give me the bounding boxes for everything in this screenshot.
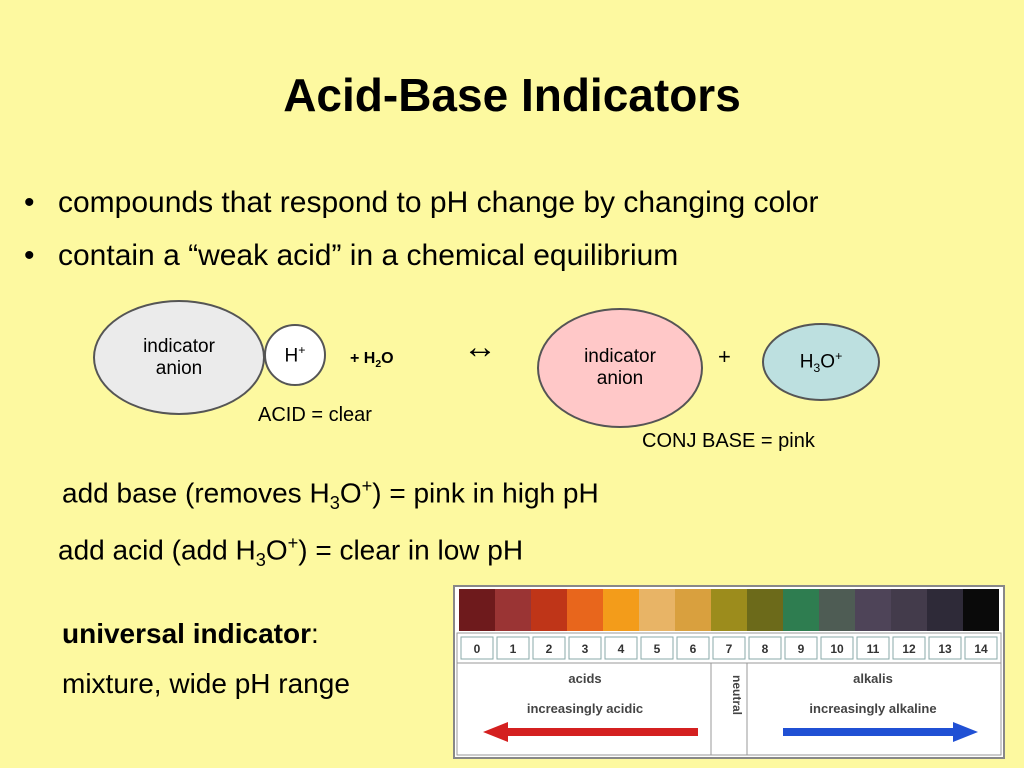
ph-number: 4 [618, 642, 625, 656]
number-box [784, 636, 818, 660]
number-box [568, 636, 602, 660]
swatch [783, 589, 819, 631]
text: O [339, 477, 362, 509]
swatch [495, 589, 531, 631]
base-label: CONJ BASE = pink [642, 430, 815, 452]
number-box [892, 636, 926, 660]
text: add base (removes H [62, 477, 330, 509]
number-box [712, 636, 746, 660]
sub: 3 [813, 361, 821, 376]
ph-number: 14 [974, 642, 988, 656]
number-box [496, 636, 530, 660]
ph-number: 9 [798, 642, 805, 656]
text: add acid (add H [58, 534, 256, 566]
sup: + [835, 348, 843, 363]
ph-number: 2 [546, 642, 553, 656]
number-box [604, 636, 638, 660]
neutral-label: neutral [730, 675, 744, 715]
text: O [265, 534, 288, 566]
ph-number: 6 [690, 642, 697, 656]
label: H+ [285, 343, 306, 367]
number-box [820, 636, 854, 660]
alkaline-label: increasingly alkaline [809, 701, 936, 716]
ph-number: 13 [938, 642, 952, 656]
ph-number: 0 [474, 642, 481, 656]
acid-label: ACID = clear [258, 404, 372, 426]
swatch [711, 589, 747, 631]
title: Acid-Base Indicators [283, 69, 741, 121]
acids-label: acids [568, 671, 601, 686]
description: mixture, wide pH range [62, 668, 350, 699]
arrow: ↔ [463, 328, 497, 366]
swatch [891, 589, 927, 631]
swatch [531, 589, 567, 631]
sub: 3 [329, 492, 340, 513]
base-anion: indicator anion [537, 308, 703, 428]
swatch [927, 589, 963, 631]
swatch [639, 589, 675, 631]
h-ion: H+ [264, 324, 326, 386]
note: add base (removes H3O+) = pink in high p… [62, 476, 599, 514]
ph-number: 8 [762, 642, 769, 656]
sup: + [361, 476, 373, 496]
water: + H2O [350, 350, 394, 370]
universal: universal indicator: [62, 618, 319, 650]
swatch [675, 589, 711, 631]
swatch [963, 589, 999, 631]
swatch [747, 589, 783, 631]
text: ) = clear in low pH [298, 534, 524, 566]
ph-number: 1 [510, 642, 517, 656]
text: H [799, 351, 814, 373]
swatch [459, 589, 495, 631]
number-box [676, 636, 710, 660]
ph-number: 11 [867, 642, 880, 656]
number-box [856, 636, 890, 660]
number-box [748, 636, 782, 660]
bullet-text: compounds that respond to pH change by c… [58, 186, 819, 219]
sub: 3 [255, 549, 266, 570]
swatch [567, 589, 603, 631]
term: universal indicator [62, 618, 311, 649]
number-box [964, 636, 998, 660]
swatch [819, 589, 855, 631]
swatch [603, 589, 639, 631]
number-box [460, 636, 494, 660]
ph-number: 5 [654, 642, 661, 656]
label: indicator anion [584, 346, 656, 389]
label: H3O+ [800, 349, 843, 375]
ph-number: 7 [726, 642, 733, 656]
text: H [284, 345, 299, 367]
text: ) = pink in high pH [372, 477, 599, 509]
acidic-label: increasingly acidic [527, 701, 643, 716]
ph-number: 12 [902, 642, 916, 656]
ph-number: 10 [830, 642, 844, 656]
hydronium: H3O+ [762, 323, 880, 401]
swatch [855, 589, 891, 631]
bullet: • [24, 186, 35, 219]
label: indicator anion [143, 335, 215, 379]
acid-arrow [483, 722, 698, 742]
number-box [928, 636, 962, 660]
colon: : [310, 618, 319, 649]
text: + H [350, 350, 376, 367]
number-box [640, 636, 674, 660]
number-box [532, 636, 566, 660]
plus: + [718, 344, 731, 369]
bullet: • [24, 239, 35, 272]
acid-anion: indicator anion [93, 300, 265, 415]
note: add acid (add H3O+) = clear in low pH [58, 533, 523, 571]
sup: + [298, 342, 306, 357]
alkalis-label: alkalis [853, 671, 893, 686]
ph-number: 3 [582, 642, 589, 656]
base-arrow [783, 722, 978, 742]
text: O [381, 350, 394, 367]
bullet-text: contain a “weak acid” in a chemical equi… [58, 239, 679, 272]
sup: + [287, 533, 299, 553]
text: O [820, 351, 836, 373]
sub: 2 [375, 359, 382, 371]
